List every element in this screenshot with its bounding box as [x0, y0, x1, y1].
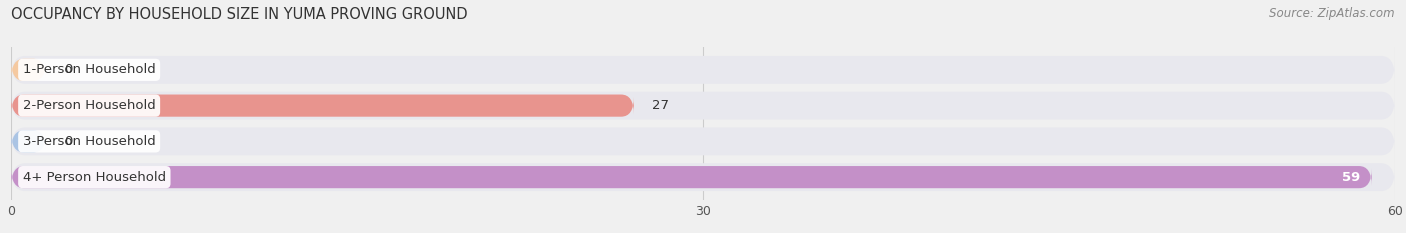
Text: 2-Person Household: 2-Person Household	[22, 99, 156, 112]
FancyBboxPatch shape	[11, 166, 1372, 188]
FancyBboxPatch shape	[11, 130, 46, 152]
Text: Source: ZipAtlas.com: Source: ZipAtlas.com	[1270, 7, 1395, 20]
Text: 59: 59	[1341, 171, 1360, 184]
FancyBboxPatch shape	[11, 92, 1395, 120]
Text: 27: 27	[652, 99, 669, 112]
Text: OCCUPANCY BY HOUSEHOLD SIZE IN YUMA PROVING GROUND: OCCUPANCY BY HOUSEHOLD SIZE IN YUMA PROV…	[11, 7, 468, 22]
Text: 4+ Person Household: 4+ Person Household	[22, 171, 166, 184]
FancyBboxPatch shape	[11, 95, 634, 117]
FancyBboxPatch shape	[11, 163, 1395, 191]
Text: 0: 0	[65, 135, 73, 148]
Text: 0: 0	[65, 63, 73, 76]
FancyBboxPatch shape	[11, 59, 46, 81]
FancyBboxPatch shape	[11, 127, 1395, 155]
FancyBboxPatch shape	[11, 56, 1395, 84]
Text: 3-Person Household: 3-Person Household	[22, 135, 156, 148]
Text: 1-Person Household: 1-Person Household	[22, 63, 156, 76]
